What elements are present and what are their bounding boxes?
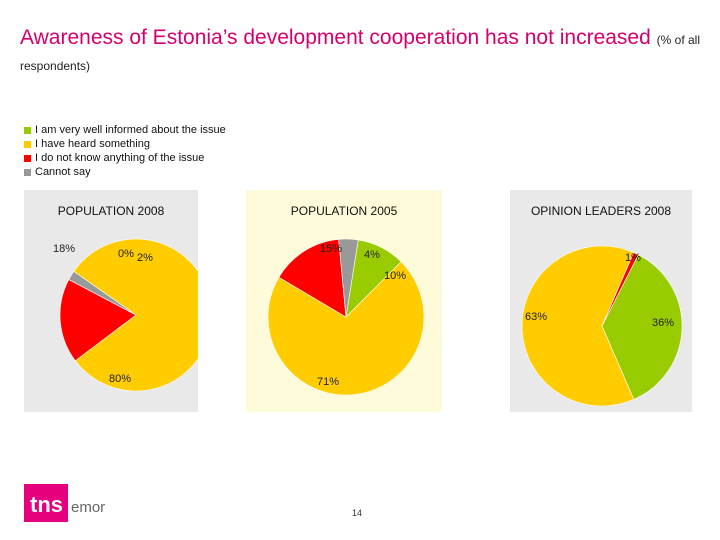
legend-item-know-nothing: I do not know anything of the issue (24, 151, 226, 165)
pie-chart-opinion-leaders-2008: 36% 63% 1% (521, 245, 683, 407)
tns-logo-icon: tns emor (24, 484, 105, 522)
data-label-heard-something: 80% (109, 373, 131, 385)
legend-swatch (24, 154, 31, 162)
tns-emor-logo: tns emor (24, 482, 124, 524)
pie-slice-well-informed (601, 254, 683, 400)
pie-slice-heard-something (521, 245, 635, 407)
pie-panel-population-2008: 0% 80% 18% 2% POPULATION 2008 (24, 190, 198, 412)
legend-swatch (24, 140, 31, 148)
pie-slice-cannot-say (338, 238, 359, 318)
legend-item-well-informed: I am very well informed about the issue (24, 123, 226, 137)
data-label-well-informed: 10% (384, 270, 406, 282)
page-title: Awareness of Estonia’s development coope… (20, 26, 700, 78)
data-label-cannot-say: 2% (137, 252, 153, 264)
data-label-well-informed: 36% (652, 317, 674, 329)
pie-chart-population-2005: 10% 71% 15% 4% (267, 238, 425, 396)
data-label-cannot-say: 4% (364, 249, 380, 261)
data-label-know-nothing: 15% (320, 243, 342, 255)
title-sub: (% of all respondents) (20, 33, 700, 73)
legend-label: I have heard something (35, 138, 150, 150)
svg-text:tns: tns (30, 492, 63, 517)
legend-item-cannot-say: Cannot say (24, 165, 226, 179)
pie-title: POPULATION 2008 (57, 204, 165, 218)
chart-legend: I am very well informed about the issue … (24, 123, 226, 179)
data-label-know-nothing: 18% (53, 243, 75, 255)
pie-chart-population-2008: 0% 80% 18% 2% (53, 238, 198, 392)
legend-swatch (24, 126, 31, 134)
svg-text:emor: emor (71, 499, 105, 516)
pie-panel-opinion-leaders-2008: 36% 63% 1% OPINION LEADERS 2008 (510, 190, 692, 412)
page-number: 14 (352, 508, 363, 518)
legend-swatch (24, 168, 31, 176)
pie-slice-heard-something (73, 238, 198, 392)
pie-slice-know-nothing (601, 252, 639, 327)
pie-slice-know-nothing (59, 279, 137, 362)
data-label-know-nothing: 1% (625, 252, 641, 264)
legend-item-heard-something: I have heard something (24, 137, 226, 151)
pie-panel-population-2005: 10% 71% 15% 4% POPULATION 2005 (246, 190, 442, 412)
data-label-heard-something: 71% (317, 376, 339, 388)
pie-slice-heard-something (267, 261, 425, 396)
legend-label: I do not know anything of the issue (35, 152, 205, 164)
pie-title: POPULATION 2005 (290, 204, 398, 218)
pie-title: OPINION LEADERS 2008 (530, 204, 672, 218)
title-main: Awareness of Estonia’s development coope… (20, 26, 651, 49)
pie-slice-know-nothing (278, 239, 347, 318)
data-label-well-informed: 0% (118, 248, 134, 260)
legend-label: I am very well informed about the issue (35, 124, 226, 136)
data-label-heard-something: 63% (525, 311, 547, 323)
pie-slice-cannot-say (68, 270, 137, 316)
legend-label: Cannot say (35, 166, 91, 178)
